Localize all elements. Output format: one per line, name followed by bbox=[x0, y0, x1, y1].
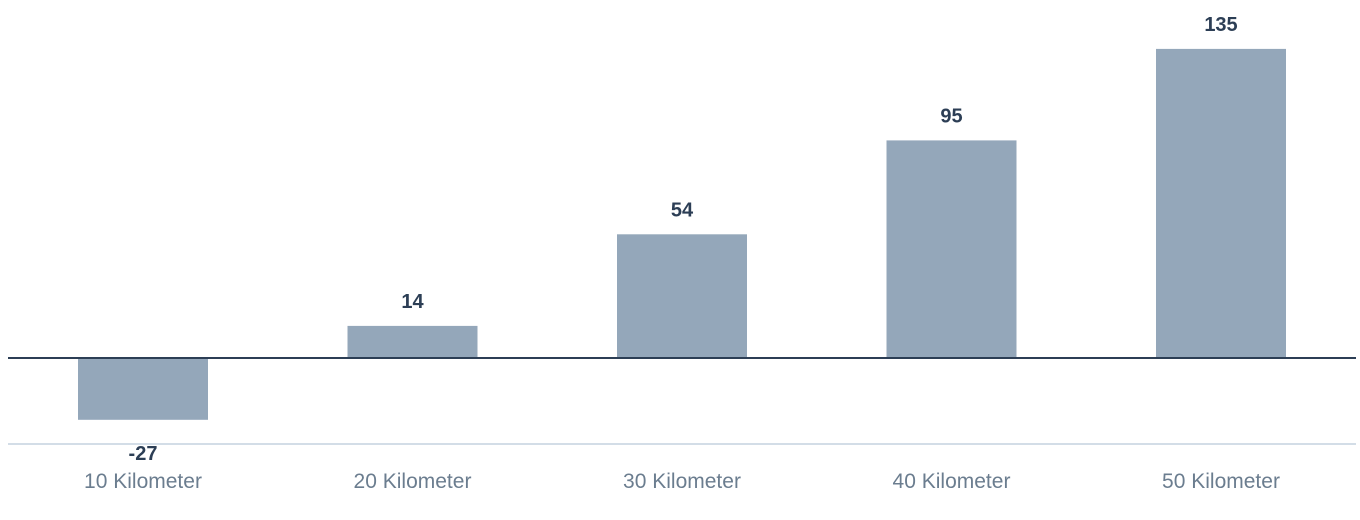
bar-value-label: 14 bbox=[401, 291, 424, 313]
bar-20-kilometer bbox=[347, 325, 478, 358]
bar-40-kilometer bbox=[886, 140, 1017, 358]
bar-value-label: 95 bbox=[940, 105, 962, 127]
bar-10-kilometer bbox=[78, 358, 208, 420]
bars bbox=[78, 48, 1286, 420]
category-label: 50 Kilometer bbox=[1162, 470, 1280, 493]
category-labels: 10 Kilometer 20 Kilometer 30 Kilometer 40 K… bbox=[84, 470, 1280, 493]
category-label: 30 Kilometer bbox=[623, 470, 741, 493]
bar-value-label: -27 bbox=[129, 443, 158, 465]
bar-value-label: 54 bbox=[671, 199, 694, 221]
category-label: 20 Kilometer bbox=[354, 470, 472, 493]
bar-50-kilometer bbox=[1156, 48, 1286, 359]
value-labels: -27 14 54 95 135 bbox=[129, 14, 1238, 465]
category-label: 10 Kilometer bbox=[84, 470, 202, 493]
category-label: 40 Kilometer bbox=[893, 470, 1011, 493]
bar-value-label: 135 bbox=[1204, 14, 1237, 36]
bar-30-kilometer bbox=[617, 234, 747, 358]
